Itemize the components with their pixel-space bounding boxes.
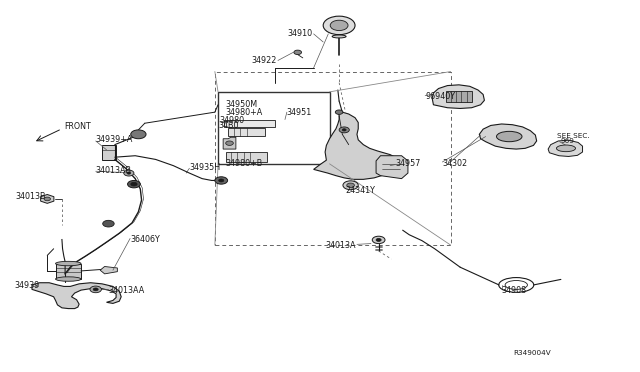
Circle shape [131,130,146,139]
Text: 969: 969 [561,138,575,144]
Text: 34B0: 34B0 [218,121,239,129]
Text: 34939: 34939 [14,281,40,290]
Polygon shape [41,195,54,203]
Text: 34013A: 34013A [325,241,356,250]
Text: 96940Y: 96940Y [425,92,455,101]
Circle shape [131,182,137,186]
Circle shape [90,286,101,293]
Circle shape [215,177,228,184]
Circle shape [226,141,234,145]
Bar [446,91,472,102]
Circle shape [44,197,51,201]
Bar [215,71,451,245]
Circle shape [335,110,343,114]
Bar [228,128,264,136]
Ellipse shape [56,277,81,281]
Text: SEE SEC.: SEE SEC. [557,133,589,139]
Text: 36406Y: 36406Y [130,235,160,244]
Bar [102,145,116,160]
Circle shape [347,183,355,187]
Polygon shape [479,124,537,149]
Text: 34939+A: 34939+A [96,135,133,144]
Circle shape [102,220,114,227]
Text: 34910: 34910 [287,29,312,38]
Polygon shape [376,156,408,179]
Text: 24341Y: 24341Y [346,186,376,195]
Circle shape [343,181,358,190]
Circle shape [339,127,349,133]
Text: 34922: 34922 [252,56,276,65]
Polygon shape [223,137,236,149]
Circle shape [93,288,99,291]
Text: R349004V: R349004V [513,350,550,356]
Polygon shape [432,85,484,109]
Circle shape [376,238,381,241]
Text: 34935H: 34935H [189,163,221,172]
Text: 34980: 34980 [220,116,244,125]
Polygon shape [56,263,81,279]
Circle shape [219,179,224,182]
Bar [226,152,267,162]
Text: 34013AA: 34013AA [108,286,145,295]
Text: 34957: 34957 [395,159,420,169]
Polygon shape [32,283,121,309]
Text: 34980+A: 34980+A [226,108,263,117]
Circle shape [294,50,301,55]
Circle shape [323,16,355,35]
Ellipse shape [497,131,522,142]
Text: 34908: 34908 [502,286,527,295]
Text: 34302: 34302 [442,159,467,169]
Circle shape [127,180,140,188]
Text: 34951: 34951 [287,108,312,117]
Text: FRONT: FRONT [64,122,91,131]
Circle shape [127,172,131,174]
Text: 34950M: 34950M [226,100,258,109]
Circle shape [124,170,134,176]
Circle shape [330,20,348,31]
Text: 34980+B: 34980+B [226,158,263,168]
Polygon shape [548,140,582,157]
Text: 34013B: 34013B [15,192,46,201]
Text: 34013AB: 34013AB [96,166,132,175]
Ellipse shape [332,35,346,38]
Bar [225,120,275,127]
Polygon shape [314,112,397,179]
Ellipse shape [56,261,81,266]
Bar [218,92,330,164]
Ellipse shape [556,145,575,152]
Polygon shape [100,266,117,274]
Circle shape [342,129,346,131]
Circle shape [372,236,385,244]
